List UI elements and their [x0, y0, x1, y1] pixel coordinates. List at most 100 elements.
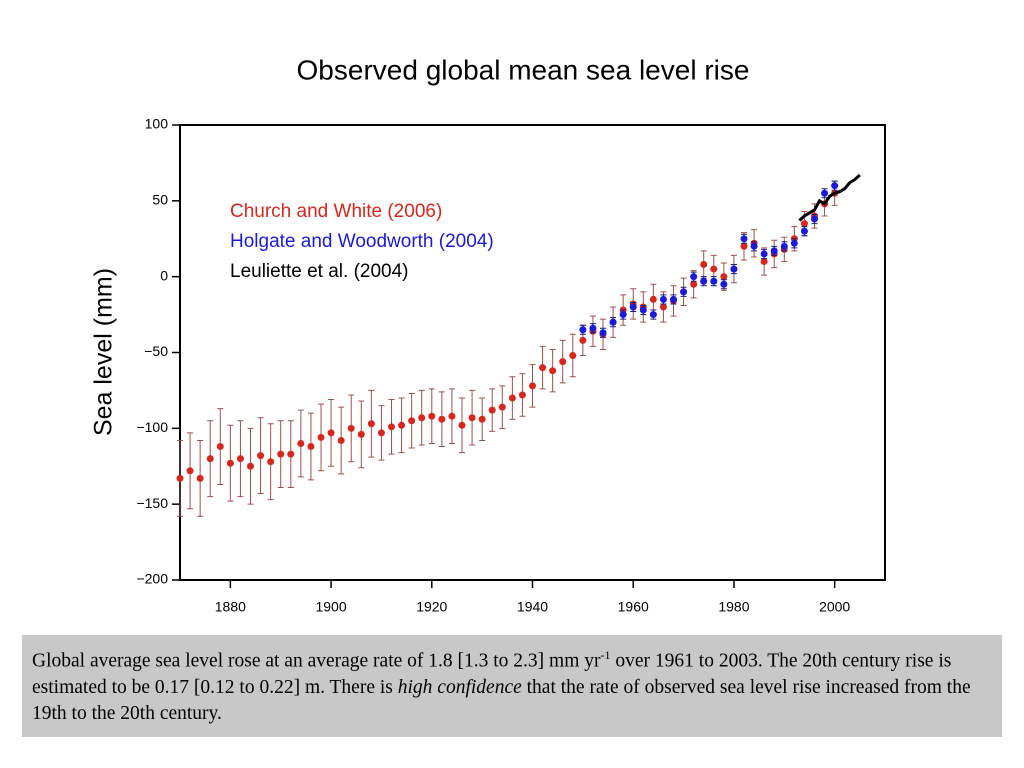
- data-point: [730, 265, 738, 273]
- legend-entry: Church and White (2006): [230, 201, 442, 222]
- caption-text: over 1961 to 2003. The 20th century rise…: [32, 650, 952, 698]
- chart-title: Observed global mean sea level rise: [297, 54, 750, 85]
- data-point: [670, 295, 677, 303]
- data-point: [347, 424, 355, 432]
- caption-emphasis: high confidence: [397, 676, 522, 698]
- data-point: [740, 242, 748, 250]
- data-point: [720, 273, 728, 281]
- chart: Observed global mean sea level rise Sea …: [90, 54, 886, 615]
- x-tick-label: 1900: [315, 599, 346, 615]
- data-point: [599, 329, 607, 337]
- data-point: [478, 415, 486, 423]
- x-tick-label: 1920: [416, 599, 447, 615]
- y-tick-label: −100: [136, 419, 168, 435]
- x-tick-label: 1960: [618, 599, 649, 615]
- data-point: [710, 277, 718, 285]
- data-point: [327, 429, 335, 437]
- data-point: [337, 436, 345, 444]
- y-tick-label: −200: [136, 571, 168, 587]
- caption: Global average sea level rose at an aver…: [22, 635, 1002, 737]
- data-point: [428, 412, 436, 420]
- data-point: [680, 288, 688, 296]
- data-point: [609, 318, 617, 326]
- data-point: [770, 247, 778, 255]
- data-point: [176, 474, 184, 482]
- data-point: [357, 430, 365, 438]
- data-point: [297, 440, 305, 447]
- data-point: [579, 326, 587, 334]
- data-point: [549, 367, 557, 375]
- y-axis-label: Sea level (mm): [90, 268, 118, 436]
- data-point: [458, 421, 466, 429]
- data-point: [700, 277, 708, 285]
- series-line: [798, 173, 861, 222]
- caption-text: Global average sea level rose at an aver…: [32, 650, 601, 672]
- data-point: [488, 406, 496, 414]
- data-point: [226, 459, 234, 467]
- x-tick-label: 1980: [718, 599, 749, 615]
- data-point: [206, 455, 214, 463]
- x-tick-label: 1940: [517, 599, 548, 615]
- data-point: [811, 215, 818, 223]
- data-point: [539, 364, 547, 372]
- data-point: [408, 417, 416, 425]
- x-tick-label: 1880: [215, 599, 246, 615]
- y-tick-label: 0: [160, 267, 168, 283]
- data-point: [287, 450, 295, 458]
- data-point: [821, 189, 829, 197]
- data-point: [619, 311, 627, 319]
- data-point: [750, 242, 758, 250]
- data-point: [307, 443, 315, 451]
- data-point: [760, 250, 768, 258]
- data-point: [236, 455, 244, 463]
- data-point: [468, 414, 476, 422]
- data-point: [790, 239, 798, 247]
- data-point: [398, 421, 406, 429]
- data-point: [388, 423, 395, 431]
- data-point: [569, 352, 577, 360]
- data-point: [659, 295, 667, 303]
- data-point: [559, 358, 567, 366]
- data-point: [800, 220, 808, 228]
- caption-text: that the rate of observed sea level rise…: [32, 676, 971, 724]
- data-point: [589, 324, 597, 332]
- data-point: [720, 280, 728, 288]
- data-point: [247, 462, 254, 470]
- data-point: [659, 303, 667, 311]
- data-point: [649, 295, 657, 303]
- data-point: [317, 433, 325, 441]
- data-point: [639, 306, 647, 314]
- data-point: [800, 227, 808, 235]
- caption-superscript: -1: [600, 648, 611, 662]
- data-point: [760, 258, 768, 265]
- data-point: [629, 303, 637, 311]
- data-point: [831, 182, 839, 190]
- data-point: [498, 403, 506, 411]
- x-tick-label: 2000: [819, 599, 850, 615]
- data-point: [649, 311, 657, 319]
- y-tick-label: 100: [145, 116, 169, 132]
- data-point: [186, 467, 194, 475]
- data-point: [448, 412, 456, 420]
- data-point: [277, 450, 285, 458]
- plot-frame: [179, 124, 886, 581]
- data-point: [216, 443, 224, 451]
- data-point: [267, 458, 275, 466]
- data-point: [710, 265, 718, 273]
- y-tick-label: −50: [144, 343, 168, 359]
- data-point: [690, 280, 698, 288]
- data-point: [257, 452, 265, 460]
- legend-entry: Leuliette et al. (2004): [230, 261, 409, 282]
- data-point: [196, 474, 204, 482]
- data-point: [367, 420, 375, 428]
- data-point: [700, 261, 708, 269]
- data-point: [418, 414, 426, 422]
- data-point: [690, 273, 698, 281]
- data-point: [508, 394, 516, 402]
- data-point: [377, 429, 385, 437]
- data-point: [518, 391, 526, 399]
- data-point: [780, 242, 788, 250]
- data-point: [579, 336, 587, 344]
- data-point: [529, 382, 536, 390]
